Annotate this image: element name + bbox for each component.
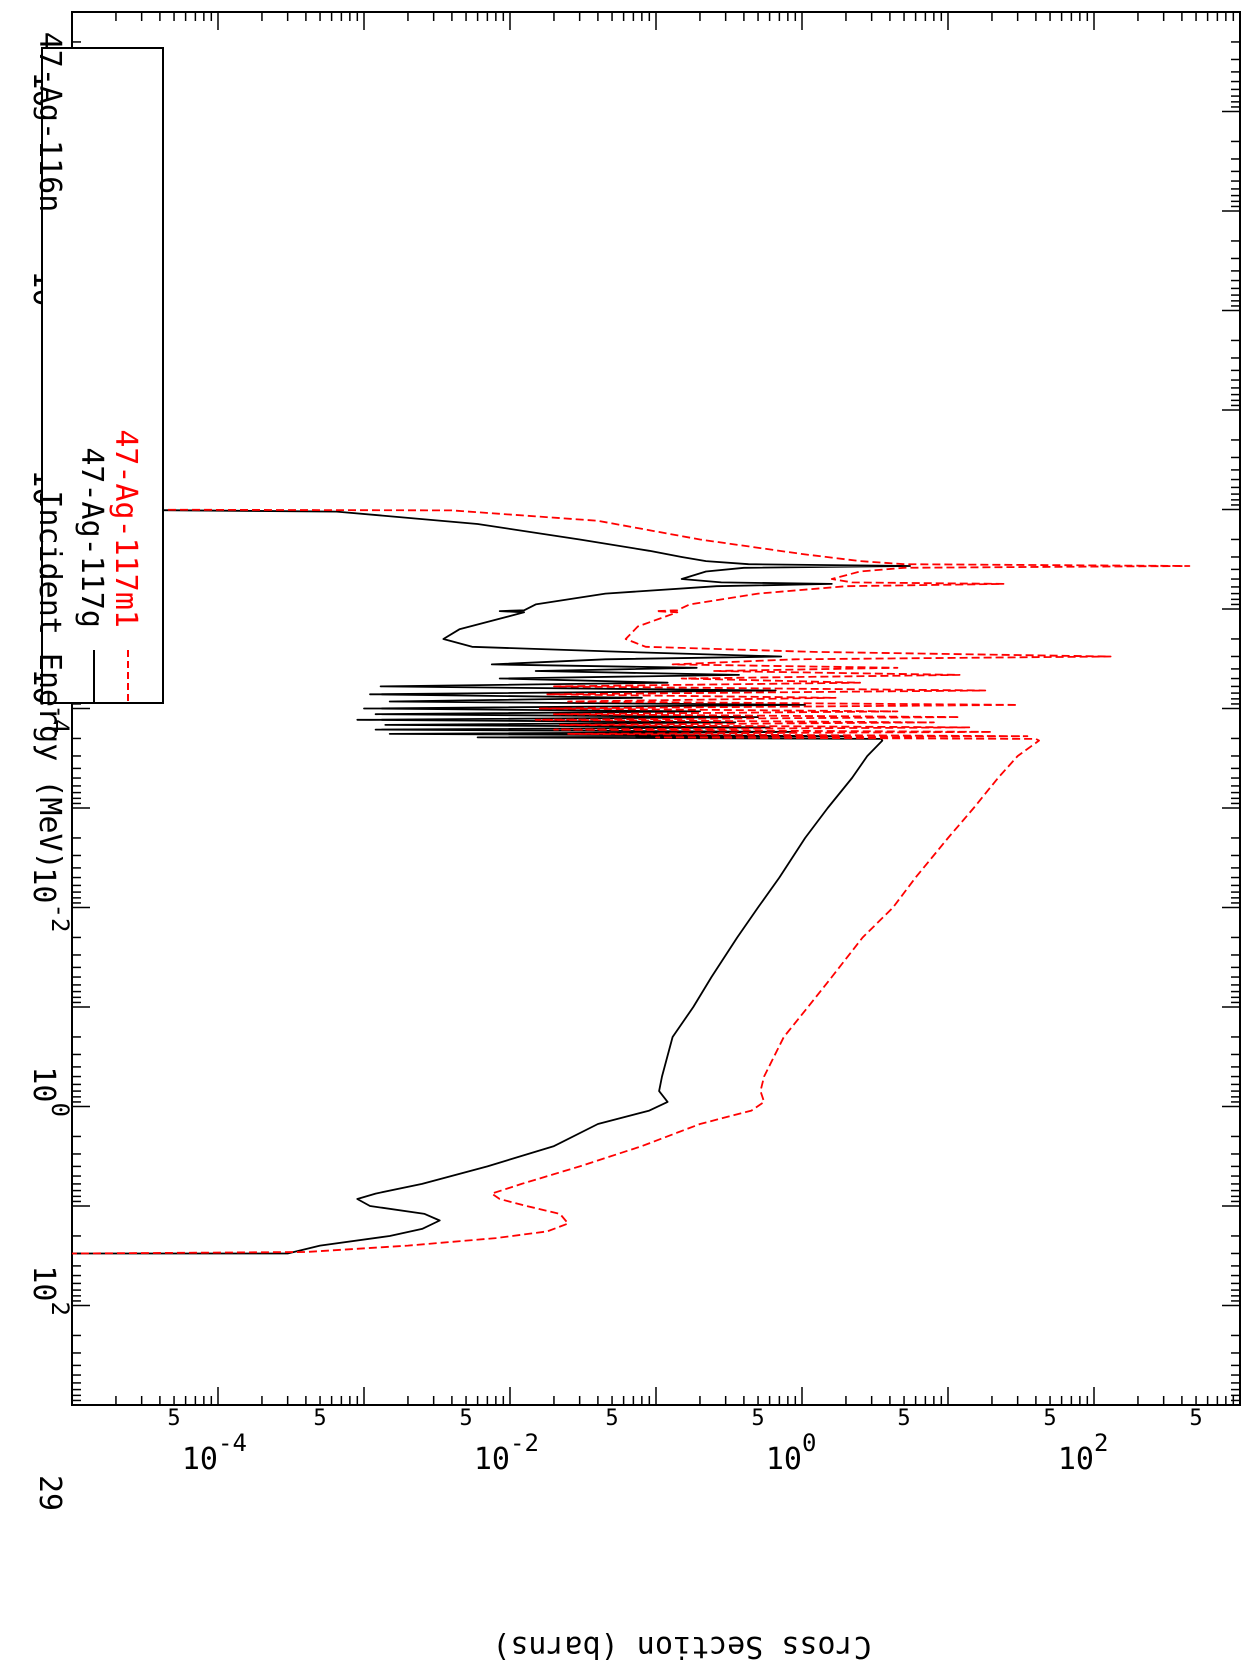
y-tick-labels: 10 -4 10 -2 10 0 10 25 5 5 5 5 5 5 5 <box>167 1406 1202 1477</box>
series-line-47-ag-117g <box>71 508 912 1255</box>
y-tick-label-exponent: -2 <box>510 1429 539 1457</box>
y-axis-ticks <box>71 12 1235 1405</box>
x-axis-ticks <box>72 11 1240 1406</box>
x-tick-label-exponent: -2 <box>46 904 74 933</box>
x-tick-label-exponent: 2 <box>46 1302 74 1316</box>
y-tick-label-exponent: 2 <box>1094 1429 1108 1457</box>
y-tick-label-base: 10 <box>182 1442 218 1477</box>
y-minor-tick-label: 5 <box>605 1406 618 1431</box>
y-minor-tick-label: 5 <box>751 1406 764 1431</box>
legend: 47-Ag-117g 47-Ag-117m1 <box>41 47 164 704</box>
y-minor-tick-label: 5 <box>313 1406 326 1431</box>
y-tick-label: 10 -4 <box>182 1429 247 1477</box>
y-tick-label: 10 0 <box>766 1429 817 1477</box>
y-tick-label-exponent: -4 <box>218 1429 247 1457</box>
y-minor-tick-label: 5 <box>1043 1406 1056 1431</box>
corner-label: 29 <box>32 1475 67 1511</box>
y-axis-label: Cross Section (barns) <box>492 1629 871 1664</box>
x-tick-label-base: 10 <box>26 867 61 903</box>
y-minor-tick-label: 5 <box>897 1406 910 1431</box>
y-minor-tick-label: 5 <box>167 1406 180 1431</box>
y-tick-label: 10 2 <box>1058 1429 1109 1477</box>
x-tick-label-base: 10 <box>26 1265 61 1301</box>
reaction-label: 47-Ag-116n <box>32 32 67 213</box>
x-tick-label-exponent: 0 <box>46 1103 74 1117</box>
legend-box <box>41 47 164 704</box>
y-tick-label: 10 -2 <box>474 1429 539 1477</box>
series-line-47-ag-117m1 <box>71 508 1191 1255</box>
y-minor-tick-label: 5 <box>459 1406 472 1431</box>
y-tick-label-base: 10 <box>474 1442 510 1477</box>
x-tick-label-exponent: -4 <box>46 705 74 734</box>
legend-label-ag-117m1: 47-Ag-117m1 <box>108 429 143 628</box>
x-tick-label-base: 10 <box>26 1066 61 1102</box>
y-tick-label-base: 10 <box>1058 1442 1094 1477</box>
y-tick-label-base: 10 <box>766 1442 802 1477</box>
series-group <box>71 508 1191 1255</box>
y-minor-tick-label: 5 <box>1189 1406 1202 1431</box>
x-axis-label: Incident Energy (MeV) <box>32 490 67 869</box>
y-tick-label-exponent: 0 <box>802 1429 816 1457</box>
legend-label-ag-117g: 47-Ag-117g <box>74 447 109 628</box>
